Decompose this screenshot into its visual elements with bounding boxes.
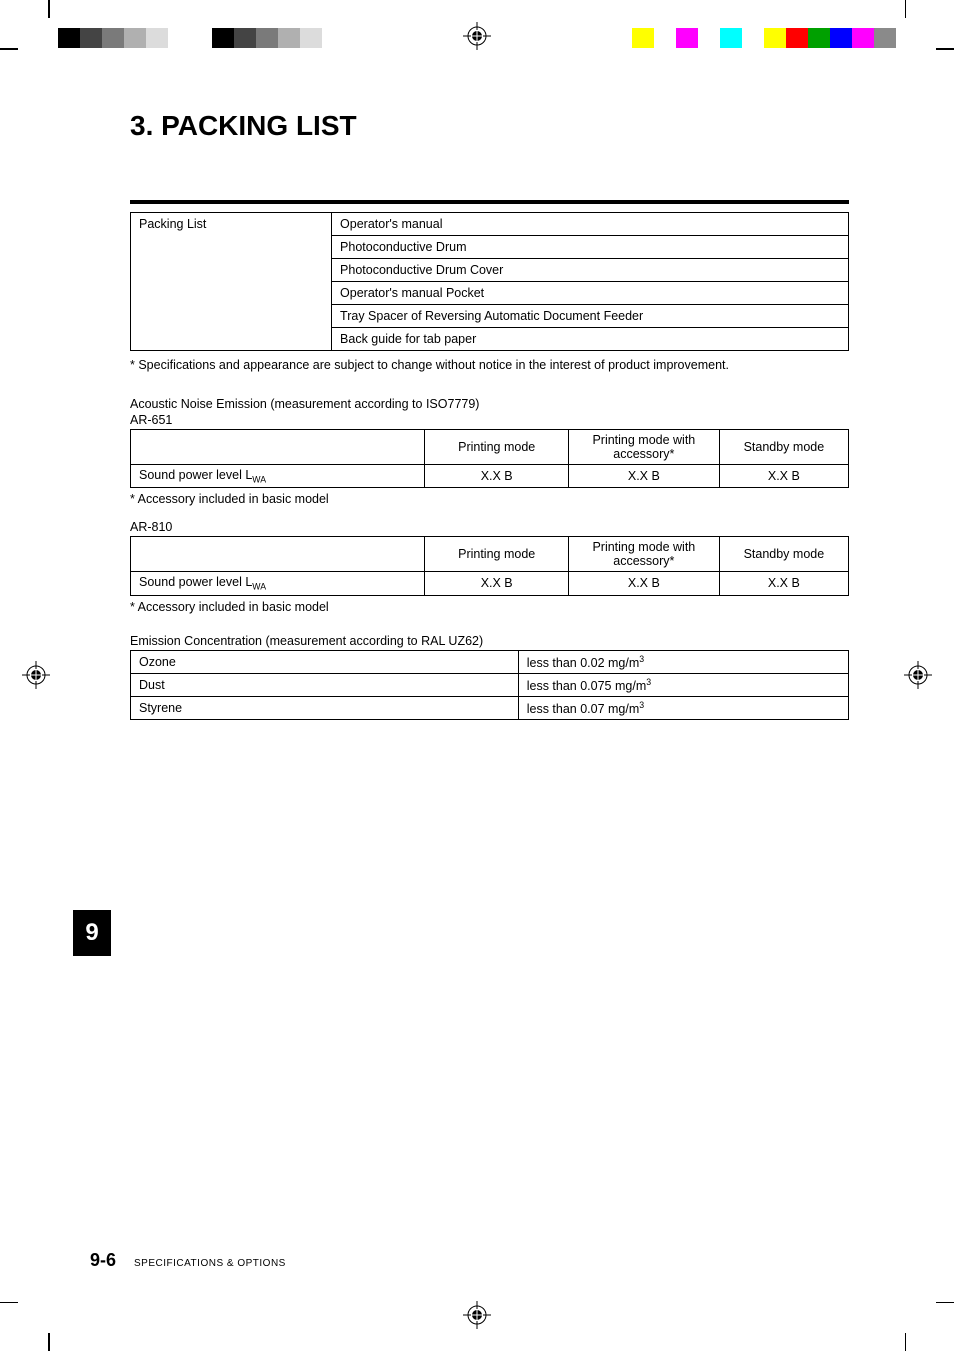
color-swatch	[808, 28, 830, 48]
value-cell: X.X B	[719, 572, 848, 596]
color-swatch	[278, 28, 300, 48]
crop-mark	[48, 1333, 50, 1351]
color-swatch	[676, 28, 698, 48]
packing-item: Operator's manual	[332, 213, 849, 236]
value-cell: X.X B	[568, 464, 719, 488]
color-swatch	[764, 28, 786, 48]
table-row: Dust less than 0.075 mg/m3	[131, 673, 849, 696]
color-bar-right	[632, 28, 896, 48]
value-cell: X.X B	[425, 464, 569, 488]
packing-item: Operator's manual Pocket	[332, 282, 849, 305]
crop-mark	[936, 1302, 954, 1304]
color-swatch	[874, 28, 896, 48]
packing-item: Photoconductive Drum Cover	[332, 259, 849, 282]
emission-name: Styrene	[131, 696, 519, 719]
registration-mark	[904, 661, 932, 689]
color-swatch	[58, 28, 80, 48]
accessory-note: * Accessory included in basic model	[130, 492, 849, 506]
color-swatch	[632, 28, 654, 48]
table-row: Printing mode Printing mode with accesso…	[131, 429, 849, 464]
header-printing-accessory: Printing mode with accessory*	[568, 429, 719, 464]
color-swatch	[852, 28, 874, 48]
row-label: Sound power level LWA	[131, 464, 425, 488]
packing-list-table: Packing List Operator's manual Photocond…	[130, 212, 849, 351]
packing-list-label: Packing List	[131, 213, 332, 351]
model-label: AR-810	[130, 520, 849, 534]
color-swatch	[168, 28, 190, 48]
footnote-text: * Specifications and appearance are subj…	[130, 358, 729, 372]
table-row: Printing mode Printing mode with accesso…	[131, 537, 849, 572]
table-row: Sound power level LWA X.X B X.X B X.X B	[131, 464, 849, 488]
color-swatch	[146, 28, 168, 48]
header-printing: Printing mode	[425, 537, 569, 572]
value-cell: X.X B	[568, 572, 719, 596]
color-swatch	[212, 28, 234, 48]
value-cell: X.X B	[719, 464, 848, 488]
emission-value: less than 0.075 mg/m3	[518, 673, 848, 696]
color-swatch	[654, 28, 676, 48]
color-swatch	[300, 28, 322, 48]
color-swatch	[698, 28, 720, 48]
color-swatch	[190, 28, 212, 48]
page-title: 3. PACKING LIST	[130, 110, 849, 142]
crop-mark	[905, 1333, 907, 1351]
color-swatch	[124, 28, 146, 48]
table-row: Packing List Operator's manual	[131, 213, 849, 236]
color-swatch	[830, 28, 852, 48]
crop-mark	[905, 0, 907, 18]
header-standby: Standby mode	[719, 429, 848, 464]
color-swatch	[786, 28, 808, 48]
acoustic-table-ar651: Printing mode Printing mode with accesso…	[130, 429, 849, 489]
crop-mark	[0, 48, 18, 50]
row-label: Sound power level LWA	[131, 572, 425, 596]
page-content: 3. PACKING LIST Packing List Operator's …	[130, 110, 849, 720]
packing-item: Back guide for tab paper	[332, 328, 849, 351]
color-swatch	[256, 28, 278, 48]
page-footer: 9-6 SPECIFICATIONS & OPTIONS	[90, 1250, 286, 1271]
acoustic-table-ar810: Printing mode Printing mode with accesso…	[130, 536, 849, 596]
packing-item: Tray Spacer of Reversing Automatic Docum…	[332, 305, 849, 328]
emission-name: Dust	[131, 673, 519, 696]
spec-footnote: * Specifications and appearance are subj…	[130, 357, 849, 375]
header-empty	[131, 537, 425, 572]
color-swatch	[102, 28, 124, 48]
crop-mark	[936, 48, 954, 50]
registration-mark	[463, 22, 491, 50]
accessory-note: * Accessory included in basic model	[130, 600, 849, 614]
footer-section-title: SPECIFICATIONS & OPTIONS	[134, 1258, 286, 1269]
emission-value: less than 0.02 mg/m3	[518, 650, 848, 673]
header-printing: Printing mode	[425, 429, 569, 464]
model-label: AR-651	[130, 413, 849, 427]
heading-rule	[130, 200, 849, 204]
header-printing-accessory: Printing mode with accessory*	[568, 537, 719, 572]
table-row: Sound power level LWA X.X B X.X B X.X B	[131, 572, 849, 596]
emission-table: Ozone less than 0.02 mg/m3 Dust less tha…	[130, 650, 849, 720]
registration-mark	[22, 661, 50, 689]
color-swatch	[742, 28, 764, 48]
table-row: Styrene less than 0.07 mg/m3	[131, 696, 849, 719]
crop-mark	[0, 1302, 18, 1304]
page-number: 9-6	[90, 1250, 116, 1271]
color-swatch	[720, 28, 742, 48]
header-empty	[131, 429, 425, 464]
packing-item: Photoconductive Drum	[332, 236, 849, 259]
acoustic-title: Acoustic Noise Emission (measurement acc…	[130, 397, 849, 411]
color-swatch	[80, 28, 102, 48]
crop-mark	[48, 0, 50, 18]
registration-mark	[463, 1301, 491, 1329]
value-cell: X.X B	[425, 572, 569, 596]
chapter-tab: 9	[73, 910, 111, 956]
header-standby: Standby mode	[719, 537, 848, 572]
table-row: Ozone less than 0.02 mg/m3	[131, 650, 849, 673]
color-swatch	[234, 28, 256, 48]
emission-value: less than 0.07 mg/m3	[518, 696, 848, 719]
emission-name: Ozone	[131, 650, 519, 673]
color-bar-left	[58, 28, 322, 48]
emission-title: Emission Concentration (measurement acco…	[130, 634, 849, 648]
